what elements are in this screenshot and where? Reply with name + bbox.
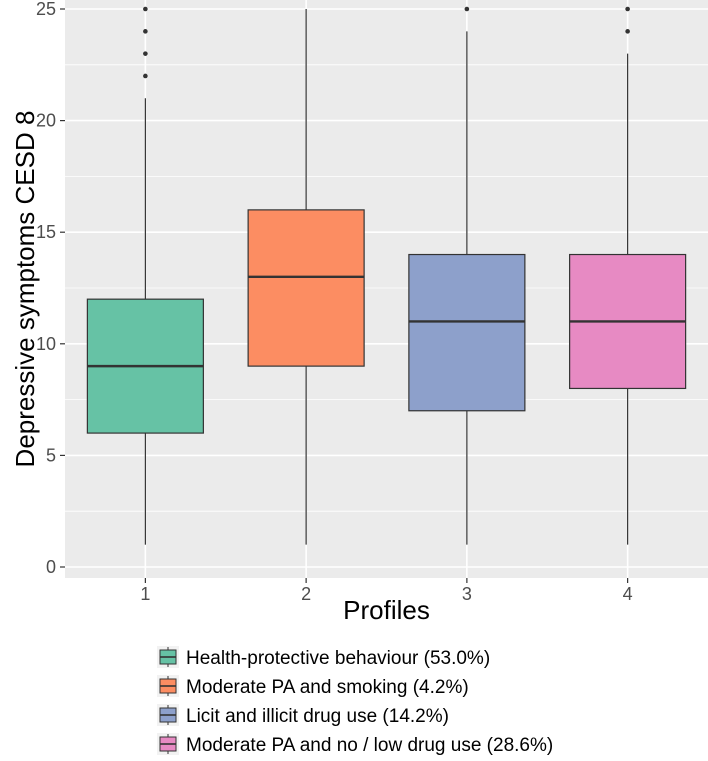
legend-item-1: Health-protective behaviour (53.0%) [157,646,490,669]
y-tick-label: 0 [46,557,56,577]
x-axis: 1 2 3 4 [140,578,633,604]
y-tick-label: 10 [36,334,56,354]
outlier-point [143,6,148,12]
box-iqr [408,253,526,412]
x-tick-label: 2 [301,584,311,604]
outlier-point [625,6,630,12]
box-group-2 [247,9,365,545]
y-axis: 0 5 10 15 20 25 [36,0,65,577]
box-group-3 [408,6,526,545]
outlier-point [464,6,470,12]
legend-item-3: Licit and illicit drug use (14.2%) [157,704,449,727]
y-tick-label: 15 [36,222,56,242]
y-axis-title: Depressive symptoms CESD 8 [10,111,40,468]
legend-label: Health-protective behaviour (53.0%) [186,648,490,669]
outlier-point [143,29,148,34]
x-tick-label: 4 [623,584,633,604]
y-tick-label: 25 [36,0,56,19]
legend-label: Moderate PA and no / low drug use (28.6%… [186,735,553,756]
legend-label: Moderate PA and smoking (4.2%) [186,677,469,698]
legend-item-4: Moderate PA and no / low drug use (28.6%… [157,733,553,756]
x-tick-label: 1 [140,584,150,604]
y-tick-label: 20 [36,111,56,131]
x-tick-label: 3 [462,584,472,604]
legend-item-2: Moderate PA and smoking (4.2%) [157,675,469,698]
outlier-point [625,29,630,34]
legend-label: Licit and illicit drug use (14.2%) [186,706,449,727]
legend: Health-protective behaviour (53.0%) Moder… [157,646,553,756]
y-tick-label: 5 [46,445,56,465]
boxes-layer [86,6,687,545]
box-group-4 [569,6,687,545]
box-group-1 [86,6,204,545]
outlier-point [143,73,148,79]
box-iqr [247,209,365,367]
outlier-point [143,51,148,56]
x-axis-title: Profiles [343,595,430,625]
